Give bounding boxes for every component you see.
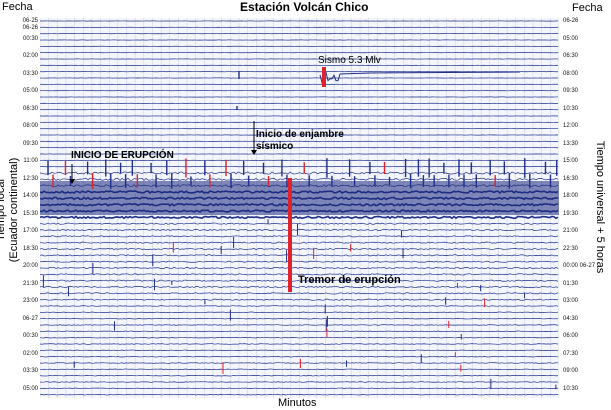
left-tick-2: 02:00 [22,53,38,60]
annotation-enjambre-line1: Inicio de enjambre [256,129,344,140]
right-tick-11: 19:30 [563,210,579,217]
right-tick-21: 10:30 [563,386,579,392]
right-tick-5: 10:30 [563,105,579,112]
right-tick-10: 18:00 [563,193,579,200]
left-tick-18: 00:30 [22,333,38,340]
left-tick-0: 06-25 06-26 [22,18,38,31]
header-right-fecha: Fecha [572,2,603,14]
left-tick-15: 21:30 [22,280,38,287]
seismogram-plot [39,18,563,398]
trace-row [39,349,559,352]
trace-row [39,222,559,225]
right-tick-4: 09:30 [563,88,579,95]
trace-row [39,260,559,263]
tremor-band [40,181,559,215]
trace-row [39,305,559,307]
trace-row [39,266,559,270]
seismogram-svg [39,18,563,398]
right-tick-0: 06-26 [563,18,579,24]
annotation-enjambre-line2: sísmico [256,141,294,152]
left-tick-5: 06:30 [22,105,38,112]
trace-row [39,247,559,251]
left-tick-13: 18:30 [22,245,38,252]
left-tick-3: 03:30 [22,70,38,77]
tremor-red-bar [288,178,292,292]
trace-row [39,311,559,314]
left-tick-21: 05:00 [22,386,38,392]
annotation-inicio-erupcion: INICIO DE ERUPCIÓN [71,150,174,161]
right-tick-15: 01:30 [563,280,579,287]
trace-row [39,298,559,301]
left-tick-6: 08:00 [22,123,38,130]
annotation-tremor: Tremor de erupción [298,274,401,286]
sismo-red-marker [322,67,326,87]
header-left-fecha: Fecha [2,1,33,13]
left-tick-7: 09:30 [22,140,38,147]
left-tick-17: 06-27 [22,315,38,322]
right-tick-16: 03:00 [563,298,579,305]
trace-row [39,215,559,220]
left-tick-9: 12:30 [22,175,38,182]
right-tick-3: 08:00 [563,70,579,77]
chart-title: Estación Volcán Chico [240,0,369,14]
trace-row [39,235,559,238]
trace-row [39,362,559,364]
right-tick-8: 15:00 [563,158,579,165]
left-tick-4: 05:00 [22,88,38,95]
trace-row [39,381,559,383]
left-tick-1: 00:30 [22,35,38,42]
right-tick-6: 12:00 [563,123,579,130]
right-tick-19: 07:30 [563,350,579,357]
trace-row [39,343,559,345]
trace-row [39,330,559,333]
right-tick-1: 05:00 [563,35,579,42]
right-tick-20: 09:00 [563,368,579,375]
right-tick-17: 04:30 [563,315,579,322]
x-axis-label: Minutos [278,397,317,409]
trace-row [39,368,559,371]
right-tick-7: 13:30 [563,140,579,147]
trace-row [39,177,559,181]
left-tick-19: 02:00 [22,350,38,357]
right-tick-13: 22:30 [563,245,579,252]
left-tick-16: 23:00 [22,298,38,305]
trace-row [39,241,559,244]
left-tick-10: 14:00 [22,193,38,200]
trace-row [39,317,559,320]
trace-row [39,387,559,390]
annotation-sismo: Sismo 5.3 Mlv [318,55,381,66]
trace-row [39,324,559,326]
right-tick-12: 21:00 [563,228,579,235]
left-tick-14: 20:00 [22,263,38,270]
left-tick-12: 17:00 [22,228,38,235]
left-tick-8: 11:00 [23,158,38,165]
trace-row [39,279,559,282]
trace-row [39,273,559,276]
trace-row [39,336,559,339]
left-tick-20: 03:30 [22,368,38,375]
right-tick-9: 16:30 [563,175,579,182]
trace-row [39,285,559,289]
trace-row [39,228,559,232]
trace-row [39,292,559,295]
left-tick-11: 15:30 [22,210,38,217]
right-tick-14: 00:00 06-27 [563,263,596,270]
right-tick-2: 06:30 [563,53,579,60]
enjambre-arrow-head [251,150,257,155]
trace-row [39,355,558,358]
trace-row [39,393,559,396]
right-tick-18: 06:00 [563,333,579,340]
trace-row [39,374,559,377]
trace-row [39,254,559,257]
erupcion-arrow-head [69,179,75,184]
